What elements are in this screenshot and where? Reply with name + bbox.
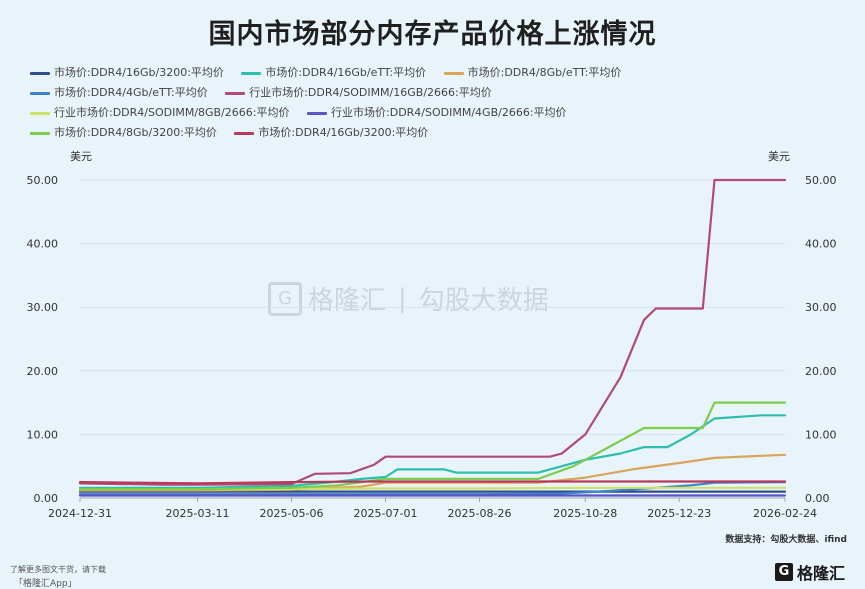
y-tick-label-left: 50.00 [27,174,59,187]
legend-swatch [241,71,262,75]
watermark-separator: | [398,283,407,314]
watermark-logo-icon: G [268,281,302,316]
chart-title: 国内市场部分内存产品价格上涨情况 [208,19,657,50]
series-line [78,481,787,496]
legend-item[interactable]: 市场价:DDR4/4Gb/eTT:平均价 [30,84,208,100]
legend-item[interactable]: 行业市场价:DDR4/SODIMM/8GB/2666:平均价 [30,104,290,120]
legend-item[interactable]: 行业市场价:DDR4/SODIMM/4GB/2666:平均价 [307,104,567,120]
legend-swatch [307,111,328,115]
legend-label: 市场价:DDR4/16Gb/3200:平均价 [54,66,224,79]
legend-row-3: 行业市场价:DDR4/SODIMM/8GB/2666:平均价 行业市场价:DDR… [30,104,850,124]
series-line [78,401,787,491]
legend-item[interactable]: 市场价:DDR4/16Gb/3200:平均价 [234,124,428,140]
legend-swatch [30,111,50,115]
watermark: G 格隆汇 | 勾股大数据 [268,280,549,317]
legend-item[interactable]: 市场价:DDR4/16Gb/3200:平均价 [30,64,224,80]
legend-swatch [225,91,246,95]
legend-label: 市场价:DDR4/16Gb/eTT:平均价 [265,66,427,79]
x-tick-label: 2025-12-23 [647,507,711,520]
footer-promo: 了解更多图文干货，请下载 [10,565,106,574]
legend-row-1: 市场价:DDR4/16Gb/3200:平均价 市场价:DDR4/16Gb/eTT… [30,64,850,84]
x-tick-label: 2025-10-28 [553,507,617,520]
legend-swatch [30,91,50,95]
y-tick-label-left: 20.00 [27,365,59,378]
legend-item[interactable]: 行业市场价:DDR4/SODIMM/16GB/2666:平均价 [225,84,492,100]
y-tick-label-right: 30.00 [805,301,837,314]
legend-label: 市场价:DDR4/8Gb/eTT:平均价 [467,66,622,79]
x-tick-label: 2026-02-24 [753,507,817,520]
legend-swatch [30,71,50,75]
series-line [78,178,787,486]
y-tick-label-right: 0.00 [805,492,830,505]
x-tick-label: 2025-08-26 [448,507,512,520]
legend-label: 行业市场价:DDR4/SODIMM/4GB/2666:平均价 [331,106,567,119]
legend-swatch [443,71,464,75]
legend-swatch [30,131,50,135]
brand-logo-text: 格隆汇 [796,564,845,583]
y-tick-label-left: 40.00 [27,238,59,251]
y-tick-label-right: 10.00 [805,428,837,441]
legend-label: 行业市场价:DDR4/SODIMM/16GB/2666:平均价 [249,86,492,99]
legend-label: 行业市场价:DDR4/SODIMM/8GB/2666:平均价 [54,106,290,119]
series-line [78,480,787,485]
legend-label: 市场价:DDR4/16Gb/3200:平均价 [258,126,429,139]
y-tick-label-left: 30.00 [27,301,59,314]
footer-app: 「格隆汇App」 [14,579,77,589]
x-tick-label: 2025-05-06 [260,507,324,520]
legend-item[interactable]: 市场价:DDR4/8Gb/3200:平均价 [30,124,217,140]
y-unit-right: 美元 [768,150,790,163]
y-tick-label-right: 50.00 [805,174,837,187]
series-line [78,414,787,489]
legend-row-4: 市场价:DDR4/8Gb/3200:平均价 市场价:DDR4/16Gb/3200… [30,124,850,144]
x-tick-label: 2024-12-31 [48,507,112,520]
y-tick-label-right: 40.00 [805,238,837,251]
y-tick-label-right: 20.00 [805,365,837,378]
watermark-brand2: 勾股大数据 [418,286,549,316]
legend-item[interactable]: 市场价:DDR4/16Gb/eTT:平均价 [241,64,426,80]
brand-logo: G 格隆汇 [774,560,845,584]
x-tick-label: 2025-03-11 [166,507,230,520]
legend-swatch [234,131,255,135]
chart-legend: 市场价:DDR4/16Gb/3200:平均价 市场价:DDR4/16Gb/eTT… [30,64,850,144]
y-tick-label-left: 0.00 [34,492,59,505]
legend-row-2: 市场价:DDR4/4Gb/eTT:平均价 行业市场价:DDR4/SODIMM/1… [30,84,850,104]
brand-logo-icon: G [774,563,793,581]
y-unit-left: 美元 [70,150,92,163]
data-source: 数据支持：勾股大数据、ifind [725,535,847,545]
watermark-brand: 格隆汇 [308,286,387,316]
series-line [78,486,787,491]
y-tick-label-left: 10.00 [27,428,59,441]
legend-item[interactable]: 市场价:DDR4/8Gb/eTT:平均价 [443,64,622,80]
legend-label: 市场价:DDR4/8Gb/3200:平均价 [54,126,217,139]
x-tick-label: 2025-07-01 [354,507,418,520]
legend-label: 市场价:DDR4/4Gb/eTT:平均价 [54,86,208,99]
